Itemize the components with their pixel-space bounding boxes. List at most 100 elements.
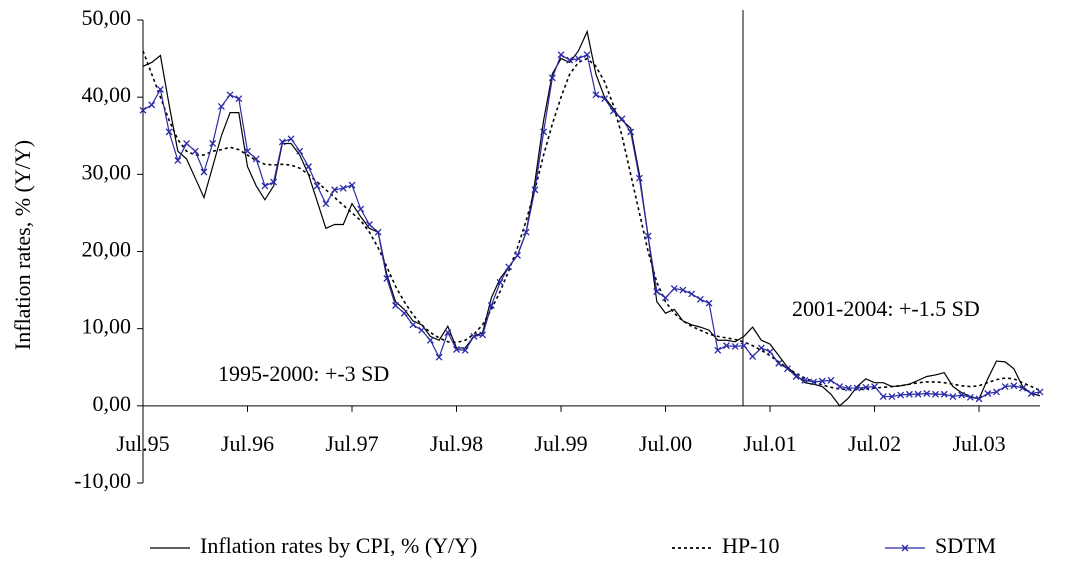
- marker: [836, 383, 844, 391]
- marker: [496, 278, 504, 286]
- x-tick-label: Jul.00: [639, 431, 692, 456]
- marker: [183, 140, 191, 147]
- marker: [461, 346, 469, 354]
- marker: [217, 102, 225, 110]
- marker: [862, 383, 870, 391]
- annotation: 2001-2004: +-1.5 SD: [792, 296, 980, 321]
- marker: [984, 390, 992, 397]
- y-tick-label: 0,00: [93, 391, 132, 416]
- marker: [426, 336, 434, 344]
- marker: [888, 393, 896, 401]
- marker: [444, 329, 452, 336]
- x-tick-label: Jul.03: [952, 431, 1005, 456]
- marker: [235, 95, 243, 103]
- marker: [749, 352, 757, 360]
- marker: [670, 285, 678, 292]
- x-tick-label: Jul.97: [325, 431, 378, 456]
- marker: [278, 138, 286, 146]
- marker: [479, 331, 487, 339]
- series-line: [142, 53, 1041, 400]
- marker: [270, 178, 278, 186]
- marker: [514, 251, 521, 259]
- marker: [871, 383, 878, 391]
- y-tick-label: 30,00: [82, 159, 132, 184]
- marker: [557, 51, 565, 59]
- marker: [975, 395, 983, 403]
- marker: [1036, 388, 1044, 396]
- marker: [548, 74, 556, 82]
- marker: [940, 390, 948, 398]
- marker: [357, 205, 365, 213]
- x-tick-label: Jul.02: [848, 431, 901, 456]
- marker: [339, 184, 347, 192]
- x-tick-label: Jul.95: [116, 431, 169, 456]
- series-line: [142, 29, 1041, 407]
- marker: [679, 286, 687, 294]
- marker: [853, 384, 861, 392]
- legend-marker: [901, 544, 909, 552]
- marker: [932, 390, 939, 398]
- marker: [313, 182, 321, 190]
- marker: [1010, 382, 1018, 390]
- marker: [958, 391, 966, 399]
- marker: [418, 326, 426, 334]
- marker: [296, 147, 304, 155]
- marker: [923, 390, 931, 397]
- marker: [383, 275, 391, 282]
- marker: [723, 342, 730, 350]
- marker: [618, 115, 626, 123]
- marker: [827, 376, 835, 384]
- marker: [191, 147, 199, 155]
- marker: [540, 128, 548, 136]
- marker: [392, 302, 400, 309]
- marker: [374, 228, 382, 236]
- legend-label: SDTM: [935, 533, 996, 558]
- marker: [914, 390, 922, 398]
- marker: [348, 181, 356, 189]
- marker: [662, 294, 669, 302]
- marker: [966, 393, 974, 401]
- y-axis-title: Inflation rates, % (Y/Y): [10, 140, 35, 350]
- marker: [322, 200, 330, 208]
- marker: [435, 353, 443, 361]
- marker: [453, 346, 460, 353]
- marker: [783, 365, 791, 373]
- marker: [801, 376, 809, 384]
- marker: [226, 91, 234, 99]
- marker: [1019, 384, 1027, 392]
- marker: [252, 155, 260, 163]
- marker: [244, 147, 251, 155]
- marker: [653, 288, 661, 296]
- y-tick-label: 40,00: [82, 82, 132, 107]
- marker: [609, 107, 617, 115]
- marker: [209, 140, 217, 147]
- marker: [1027, 390, 1035, 397]
- marker: [688, 290, 696, 298]
- marker: [844, 384, 852, 392]
- marker: [331, 186, 339, 194]
- marker: [592, 91, 600, 99]
- marker: [757, 344, 765, 352]
- marker: [583, 51, 591, 59]
- marker: [409, 321, 417, 329]
- marker: [305, 163, 312, 171]
- marker: [566, 56, 574, 64]
- marker: [574, 55, 582, 63]
- marker: [522, 228, 530, 236]
- marker: [740, 342, 748, 350]
- marker: [635, 174, 643, 182]
- y-tick-label: 10,00: [82, 314, 132, 339]
- marker: [1001, 383, 1009, 391]
- marker: [287, 135, 295, 143]
- x-tick-label: Jul.99: [534, 431, 587, 456]
- marker: [139, 106, 147, 114]
- marker: [992, 388, 1000, 396]
- marker: [261, 182, 269, 190]
- marker: [905, 390, 913, 398]
- x-tick-label: Jul.98: [430, 431, 483, 456]
- y-tick-label: 50,00: [82, 5, 132, 30]
- y-tick-label: 20,00: [82, 237, 132, 262]
- legend-label: HP-10: [722, 533, 779, 558]
